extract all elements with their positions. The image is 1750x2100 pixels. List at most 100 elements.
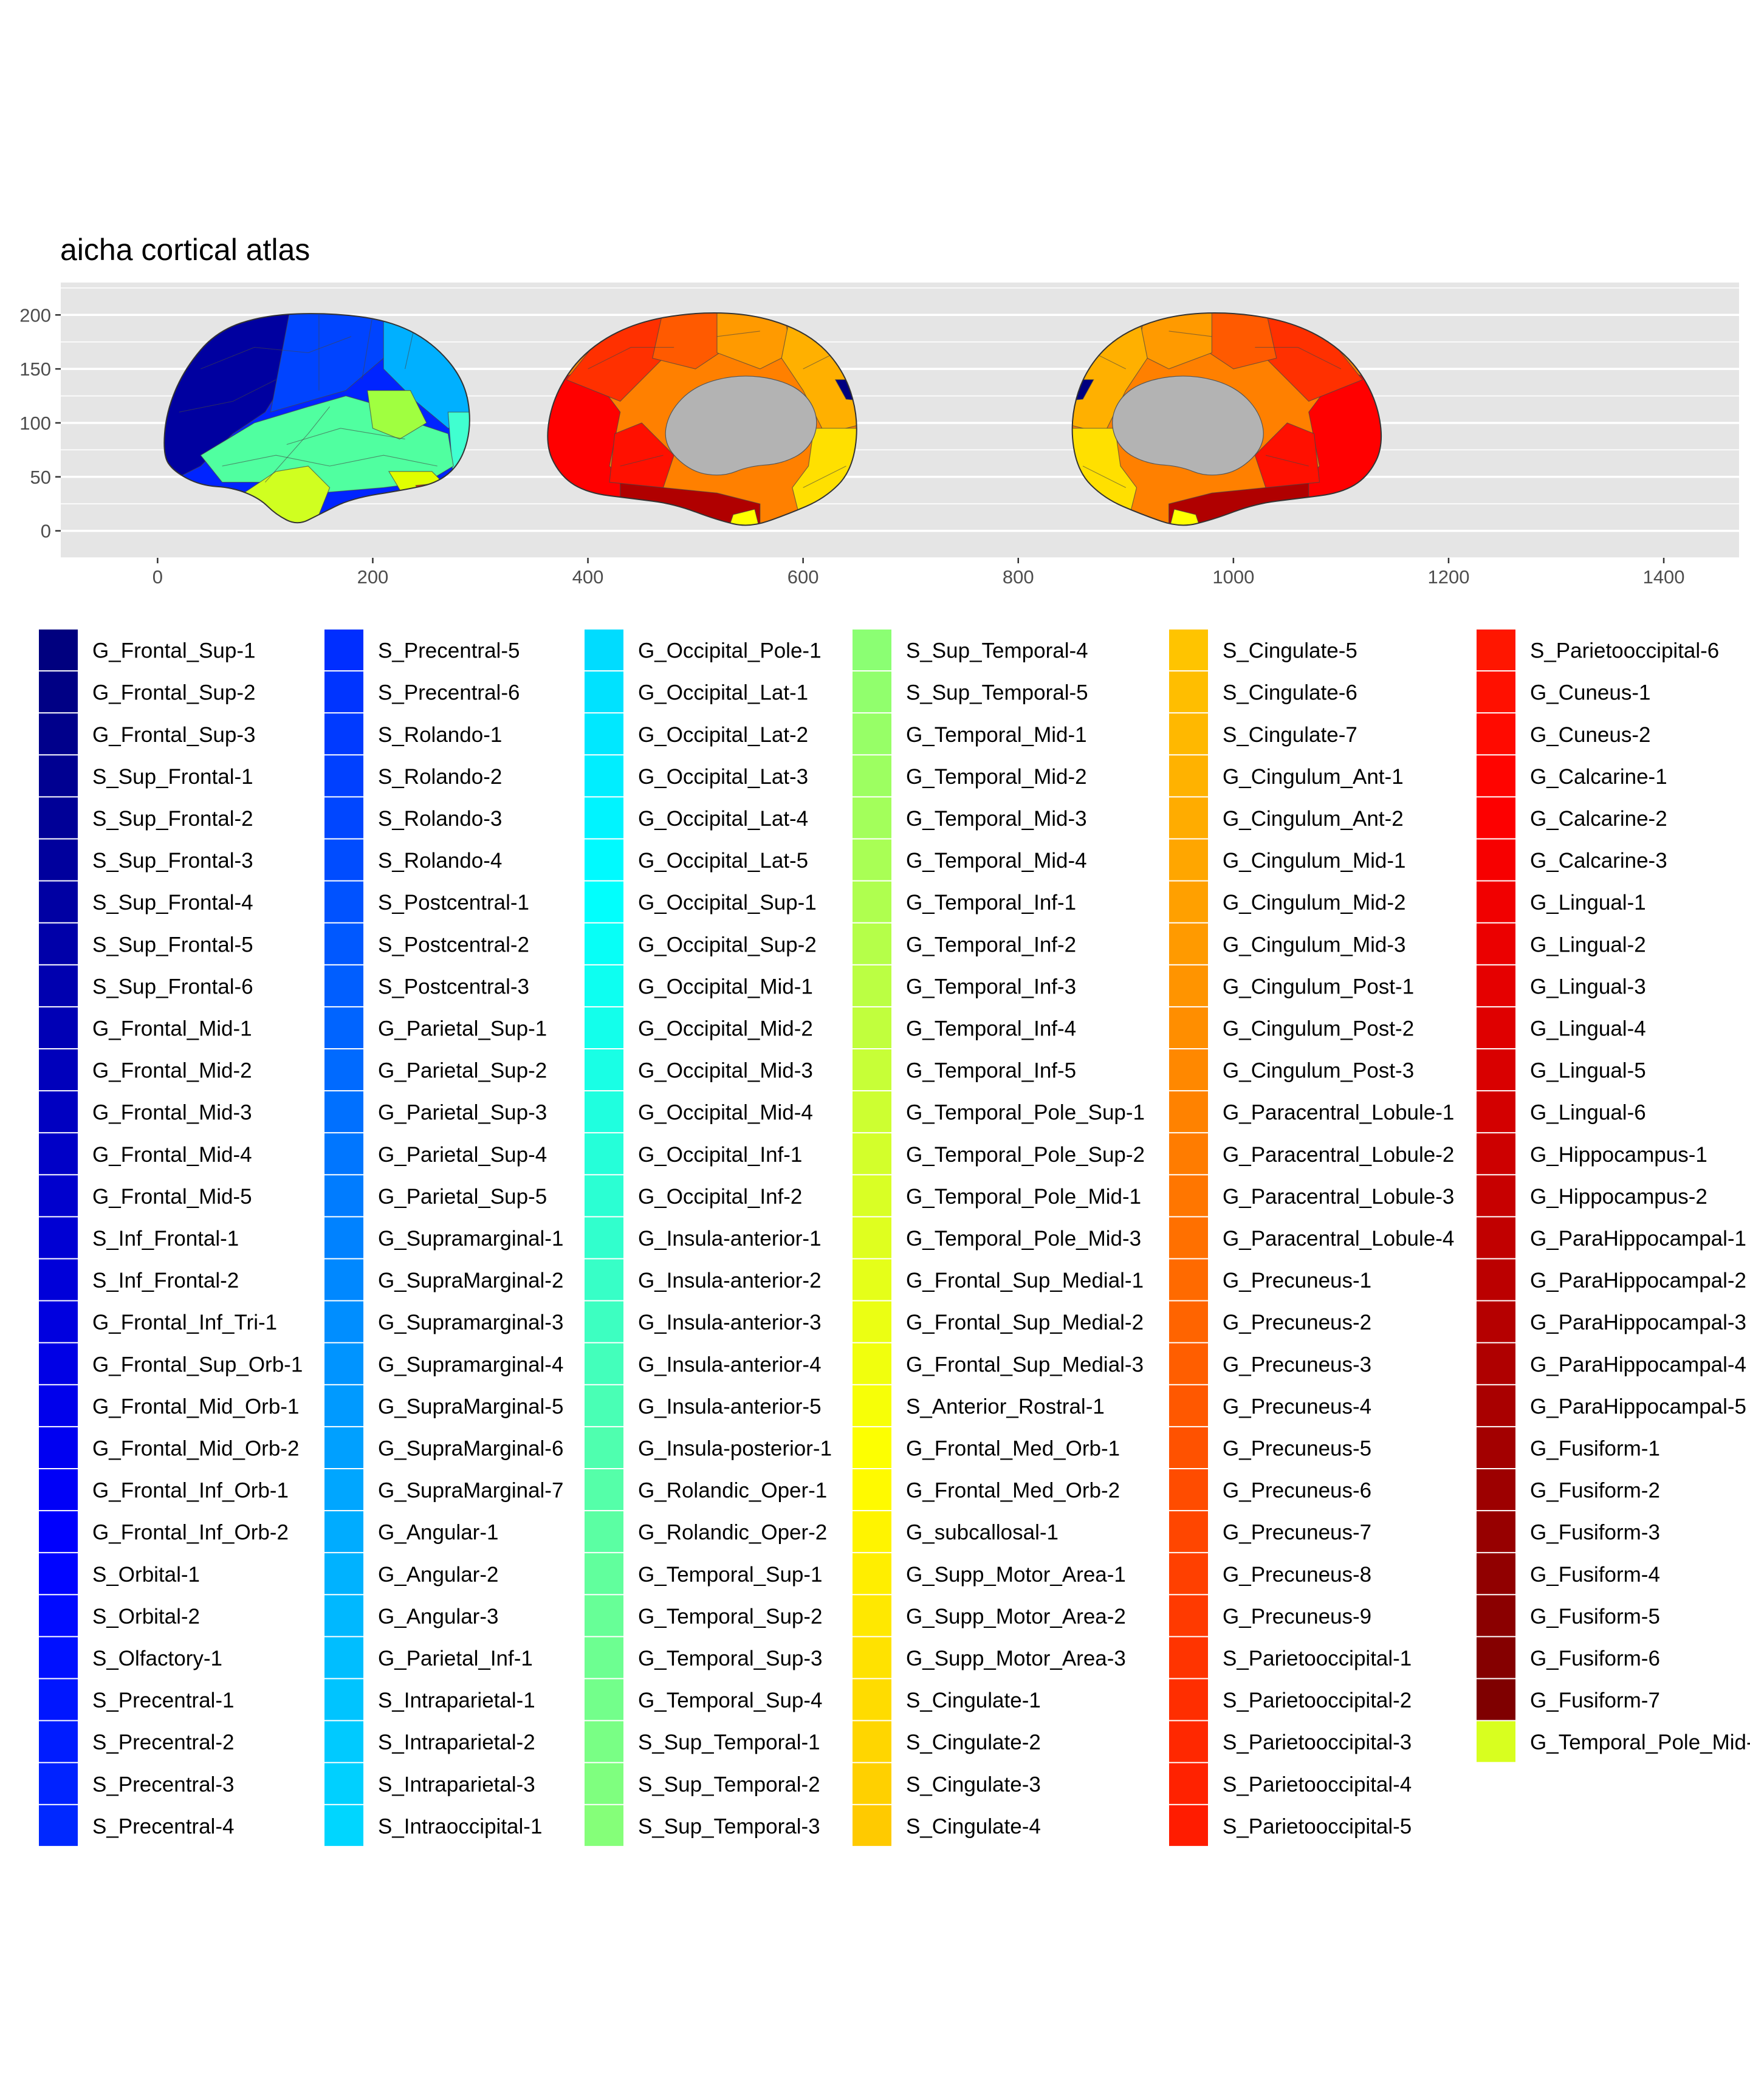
region-border	[1082, 465, 1127, 488]
legend-key	[853, 1721, 891, 1762]
legend-label: G_Temporal_Inf-2	[906, 933, 1076, 956]
legend-key	[853, 965, 891, 1006]
legend-label: G_Insula-anterior-5	[638, 1395, 822, 1418]
legend-label: S_Precentral-5	[378, 639, 520, 663]
legend-key	[1169, 839, 1208, 880]
legend-label: G_Parietal_Sup-5	[378, 1185, 547, 1209]
legend-label: G_Paracentral_Lobule-2	[1223, 1143, 1454, 1167]
legend-label: G_Cingulum_Mid-2	[1223, 891, 1406, 914]
legend-label: G_Precuneus-4	[1223, 1395, 1371, 1418]
legend-key	[1169, 965, 1208, 1006]
legend-key	[1169, 1511, 1208, 1553]
legend-label: G_Supramarginal-4	[378, 1353, 563, 1376]
legend-label: G_SupraMarginal-6	[378, 1436, 563, 1460]
region-border	[588, 347, 674, 369]
legend-key	[39, 1805, 78, 1846]
legend-key	[853, 1805, 891, 1846]
legend-key	[585, 630, 623, 671]
legend-key	[39, 1427, 78, 1468]
legend-label: G_Occipital_Pole-1	[638, 639, 822, 663]
legend-key	[324, 713, 363, 755]
legend-key	[1169, 671, 1208, 713]
legend-key	[39, 1595, 78, 1636]
legend-label: G_Occipital_Lat-3	[638, 765, 808, 789]
legend-label: G_Precuneus-3	[1223, 1353, 1371, 1376]
legend-key	[324, 839, 363, 880]
legend-label: G_Cingulum_Post-2	[1223, 1017, 1414, 1040]
legend-key	[853, 1133, 891, 1175]
legend-key	[853, 1385, 891, 1426]
legend-key	[324, 1175, 363, 1216]
legend-key	[1477, 1259, 1515, 1300]
legend-label: S_Sup_Frontal-1	[92, 765, 253, 789]
legend-key	[1477, 839, 1515, 880]
legend-label: G_Lingual-1	[1530, 891, 1646, 914]
legend-key	[1477, 1049, 1515, 1091]
legend-key	[1169, 1469, 1208, 1511]
legend-label: G_Cuneus-1	[1530, 681, 1650, 705]
legend-label: G_Occipital_Sup-1	[638, 891, 817, 914]
legend-key	[39, 923, 78, 964]
legend-key	[1477, 1511, 1515, 1553]
legend-label: G_Paracentral_Lobule-4	[1223, 1227, 1454, 1251]
legend-key	[39, 839, 78, 880]
legend-label: G_Frontal_Inf_Orb-2	[92, 1521, 289, 1545]
legend-label: G_Fusiform-1	[1530, 1436, 1660, 1460]
legend-key	[1169, 1175, 1208, 1216]
legend-label: S_Orbital-2	[92, 1605, 200, 1628]
legend-key	[39, 1049, 78, 1091]
legend-label: G_ParaHippocampal-2	[1530, 1269, 1746, 1292]
legend-label: G_SupraMarginal-7	[378, 1479, 563, 1503]
legend-label: G_Temporal_Mid-4	[906, 849, 1087, 873]
legend-key	[585, 1721, 623, 1762]
legend-key	[1169, 1721, 1208, 1762]
legend-key	[1169, 1049, 1208, 1091]
legend-key	[585, 1343, 623, 1384]
legend-key	[853, 1049, 891, 1091]
legend-key	[324, 671, 363, 713]
x-tick-label: 200	[357, 566, 389, 588]
legend-key	[39, 1343, 78, 1384]
legend-key	[1477, 923, 1515, 964]
legend-key	[853, 1427, 891, 1468]
legend-label: S_Precentral-3	[92, 1772, 234, 1796]
legend-key	[324, 1343, 363, 1384]
legend-key	[324, 1511, 363, 1553]
region-border	[200, 336, 352, 369]
brain-region	[1254, 422, 1320, 489]
legend-key	[1477, 1007, 1515, 1048]
legend-key	[1477, 881, 1515, 922]
legend-label: G_Frontal_Mid-5	[92, 1185, 252, 1209]
legend-key	[853, 1469, 891, 1511]
legend-label: S_Sup_Temporal-2	[638, 1772, 820, 1796]
legend-key	[585, 923, 623, 964]
legend-label: G_Frontal_Med_Orb-1	[906, 1436, 1120, 1460]
legend-key	[1477, 1427, 1515, 1468]
legend-key	[585, 1091, 623, 1133]
legend-label: S_Parietooccipital-6	[1530, 639, 1719, 663]
region-border	[716, 331, 760, 337]
legend-label: G_Lingual-3	[1530, 975, 1646, 998]
legend-key	[1477, 1469, 1515, 1511]
legend-label: G_Supramarginal-1	[378, 1227, 563, 1251]
legend-label: G_Angular-2	[378, 1563, 498, 1587]
legend-key	[1169, 713, 1208, 755]
legend-key	[1477, 1637, 1515, 1678]
legend-key	[324, 755, 363, 797]
legend-key	[585, 1511, 623, 1553]
legend-key	[853, 1175, 891, 1216]
legend-label: G_Temporal_Inf-3	[906, 975, 1076, 998]
legend-label: G_Temporal_Inf-1	[906, 891, 1076, 914]
legend-key	[324, 1679, 363, 1720]
legend-key	[324, 1805, 363, 1846]
legend-key	[1477, 630, 1515, 671]
legend-label: G_Occipital_Lat-2	[638, 723, 808, 747]
legend-key	[853, 1259, 891, 1300]
legend-label: G_Temporal_Sup-1	[638, 1563, 823, 1587]
legend-label: G_Occipital_Mid-1	[638, 975, 813, 998]
legend-key	[585, 965, 623, 1006]
x-tick-label: 600	[787, 566, 819, 588]
legend-label: G_Parietal_Sup-2	[378, 1059, 547, 1083]
view-lateral-left-outline	[163, 313, 470, 524]
legend-label: G_Calcarine-2	[1530, 807, 1667, 831]
